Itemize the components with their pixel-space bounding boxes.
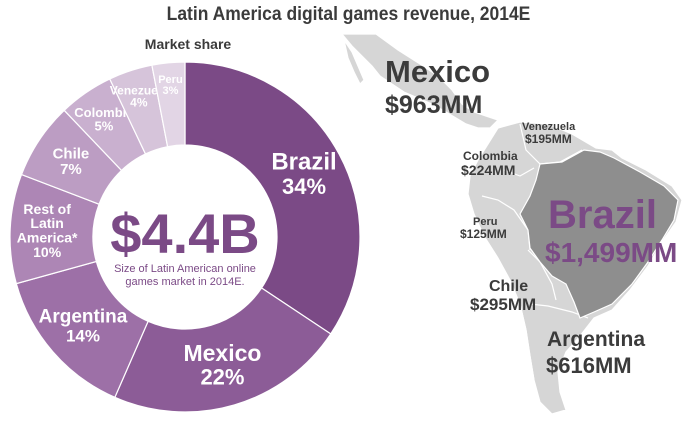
map-label-brazil-name: Brazil — [548, 193, 657, 237]
map-label-venezuela-name: Venezuela — [522, 121, 576, 133]
map-label-colombia-name: Colombia — [463, 149, 518, 163]
map-label-argentina-value: $616MM — [546, 353, 632, 378]
donut-name-label-rest-of-latin-america: America* — [17, 229, 78, 245]
map-label-peru-name: Peru — [473, 216, 497, 228]
center-caption-line1: Size of Latin American online — [114, 263, 256, 275]
map-label-brazil-value: $1,499MM — [545, 237, 677, 268]
center-total-value: $4.4B — [110, 202, 259, 265]
chart-subtitle: Market share — [144, 36, 232, 52]
donut-percent-label-peru: 3% — [163, 85, 179, 97]
donut-slice-mexico — [114, 287, 332, 413]
map-figure — [340, 33, 683, 415]
map-label-mexico-name: Mexico — [385, 54, 490, 89]
map-label-colombia-value: $224MM — [461, 162, 515, 178]
donut-percent-label-argentina: 14% — [66, 327, 100, 346]
mexico-baja-region — [343, 39, 365, 86]
map-label-argentina-name: Argentina — [547, 328, 645, 351]
donut-percent-label-rest-of-latin-america: 10% — [33, 244, 62, 260]
donut-name-label-rest-of-latin-america: Rest of — [23, 201, 71, 217]
map-label-mexico-value: $963MM — [385, 91, 482, 119]
donut-name-label-mexico: Mexico — [183, 340, 261, 366]
chart-title: Latin America digital games revenue, 201… — [166, 4, 531, 25]
center-caption-line2: games market in 2014E. — [125, 276, 244, 288]
map-label-chile-value: $295MM — [470, 295, 536, 314]
map-labels: Mexico $963MM Venezuela $195MM Colombia … — [385, 54, 677, 378]
donut-name-label-argentina: Argentina — [39, 306, 128, 327]
map-label-venezuela-value: $195MM — [525, 132, 572, 146]
map-label-peru-value: $125MM — [460, 227, 507, 241]
donut-slice-brazil — [184, 61, 361, 335]
donut-percent-label-chile: 7% — [60, 161, 82, 178]
donut-name-label-peru: Peru — [158, 74, 182, 86]
donut-percent-label-colombia: 5% — [95, 118, 114, 133]
donut-name-label-rest-of-latin-america: Latin — [30, 215, 63, 231]
donut-name-label-brazil: Brazil — [271, 148, 336, 175]
mexico-region — [340, 33, 500, 129]
donut-slice-peru — [151, 61, 186, 148]
donut-name-label-colombia: Colombia — [74, 105, 134, 120]
brazil-region — [519, 149, 679, 319]
donut-percent-label-brazil: 34% — [282, 174, 326, 199]
donut-center: $4.4B Size of Latin American online game… — [110, 202, 259, 288]
donut-percent-label-venezuela: 4% — [130, 96, 148, 110]
donut-percent-label-mexico: 22% — [200, 364, 244, 389]
map-label-chile-name: Chile — [489, 278, 528, 295]
donut-name-label-chile: Chile — [53, 146, 90, 163]
donut-name-label-venezuela: Venezuela — [110, 83, 168, 97]
